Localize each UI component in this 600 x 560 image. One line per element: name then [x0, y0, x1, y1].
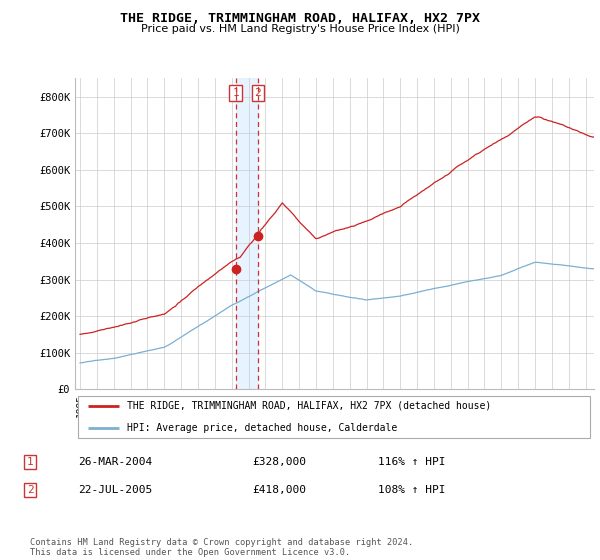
Text: 2: 2 — [254, 88, 261, 98]
Text: Contains HM Land Registry data © Crown copyright and database right 2024.
This d: Contains HM Land Registry data © Crown c… — [30, 538, 413, 557]
Text: 2: 2 — [26, 485, 34, 495]
Bar — [236, 78, 258, 389]
Text: 22-JUL-2005: 22-JUL-2005 — [78, 485, 152, 495]
Text: £328,000: £328,000 — [252, 457, 306, 467]
Text: HPI: Average price, detached house, Calderdale: HPI: Average price, detached house, Cald… — [127, 423, 397, 433]
Text: THE RIDGE, TRIMMINGHAM ROAD, HALIFAX, HX2 7PX: THE RIDGE, TRIMMINGHAM ROAD, HALIFAX, HX… — [120, 12, 480, 25]
Text: 116% ↑ HPI: 116% ↑ HPI — [378, 457, 445, 467]
Text: Price paid vs. HM Land Registry's House Price Index (HPI): Price paid vs. HM Land Registry's House … — [140, 24, 460, 34]
FancyBboxPatch shape — [77, 395, 590, 438]
Text: 26-MAR-2004: 26-MAR-2004 — [78, 457, 152, 467]
Text: THE RIDGE, TRIMMINGHAM ROAD, HALIFAX, HX2 7PX (detached house): THE RIDGE, TRIMMINGHAM ROAD, HALIFAX, HX… — [127, 400, 491, 410]
Text: £418,000: £418,000 — [252, 485, 306, 495]
Text: 108% ↑ HPI: 108% ↑ HPI — [378, 485, 445, 495]
Text: 1: 1 — [26, 457, 34, 467]
Text: 1: 1 — [232, 88, 239, 98]
